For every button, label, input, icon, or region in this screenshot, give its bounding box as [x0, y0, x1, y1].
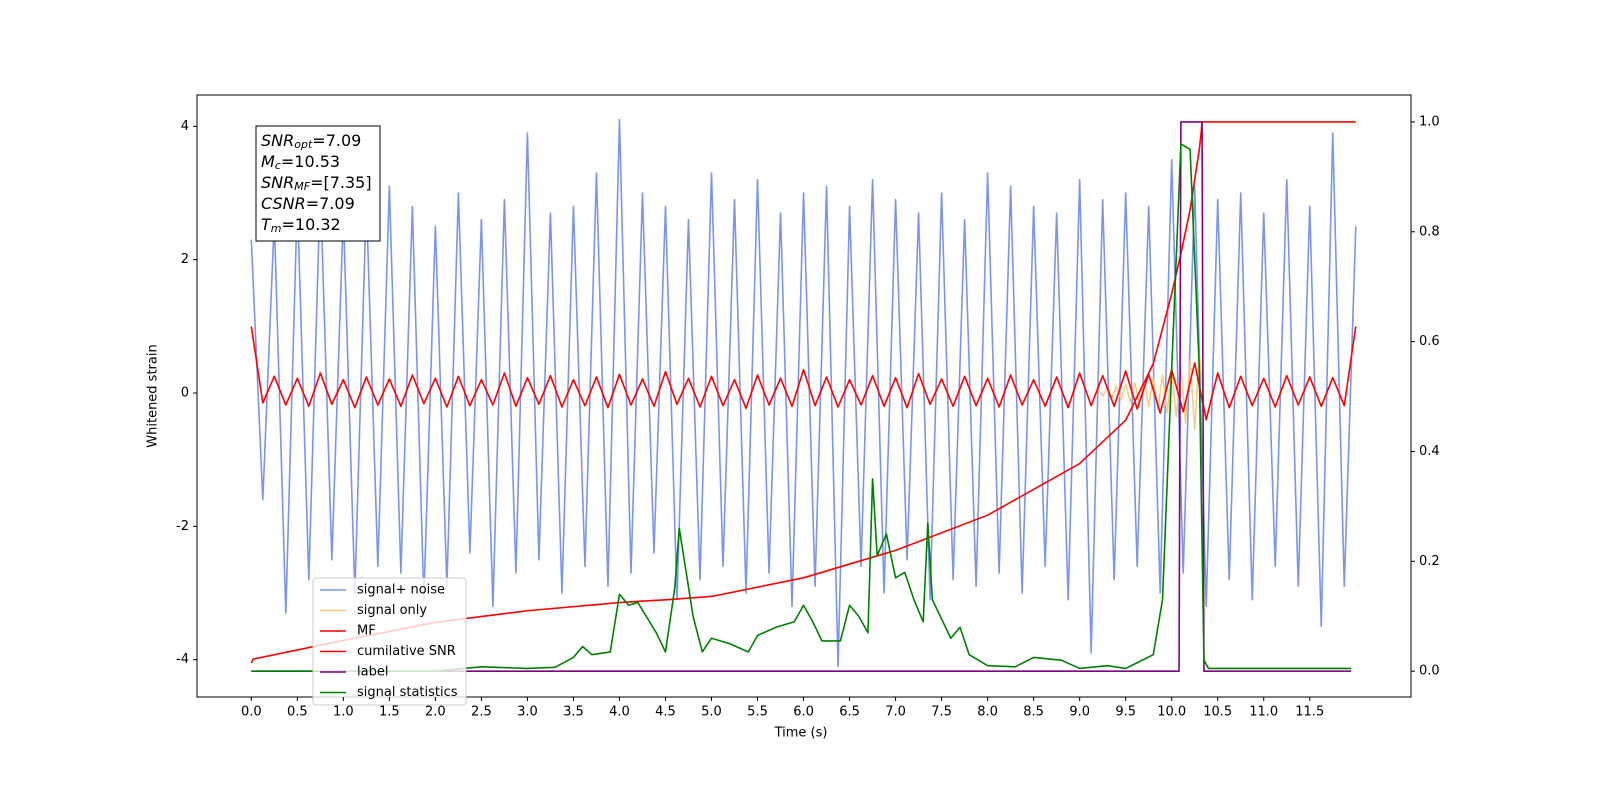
x-tick-label: 10.0: [1157, 705, 1186, 720]
x-tick-label: 2.5: [471, 705, 492, 720]
stats-symbol: SNR: [261, 131, 294, 150]
y-tick-label: 4: [181, 119, 189, 134]
x-tick-label: 6.0: [793, 705, 814, 720]
x-tick-label: 4.5: [655, 705, 676, 720]
stats-symbol: M: [261, 152, 275, 171]
stats-symbol: T: [261, 215, 272, 234]
x-tick-label: 3.0: [517, 705, 538, 720]
y-tick-label: -4: [176, 652, 189, 667]
y2-tick-label: 1.0: [1419, 114, 1440, 129]
stats-text: SNRopt=7.09Mc=10.53SNRMF=[7.35]CSNR=7.09…: [261, 131, 372, 236]
legend-label: signal+ noise: [357, 583, 445, 598]
y-tick-label: -2: [176, 519, 189, 534]
series-line: [251, 121, 1352, 672]
x-tick-label: 4.0: [609, 705, 630, 720]
x-tick-label: 2.0: [425, 705, 446, 720]
x-tick-label: 7.0: [885, 705, 906, 720]
stats-subscript: MF: [294, 180, 310, 193]
x-tick-label: 9.5: [1115, 705, 1136, 720]
x-tick-label: 11.5: [1295, 705, 1324, 720]
series-line: [1097, 352, 1205, 431]
legend-label: cumilative SNR: [357, 644, 456, 659]
stats-line: SNRMF=[7.35]: [261, 173, 372, 194]
stats-box: [255, 125, 381, 242]
x-tick-label: 8.5: [1023, 705, 1044, 720]
x-axis-label: Time (s): [774, 726, 828, 741]
legend-box: [312, 577, 467, 706]
stats-value: =7.09: [306, 194, 355, 213]
x-tick-label: 1.0: [333, 705, 354, 720]
x-tick-label: 3.5: [563, 705, 584, 720]
stats-line: SNRopt=7.09: [261, 131, 361, 152]
stats-value: =7.09: [312, 131, 361, 150]
x-tick-label: 5.0: [701, 705, 722, 720]
y2-tick-label: 0.4: [1419, 444, 1440, 459]
y2-tick-label: 0.6: [1419, 334, 1440, 349]
stats-value: =[7.35]: [310, 173, 372, 192]
x-tick-label: 8.0: [977, 705, 998, 720]
y-tick-label: 2: [181, 252, 189, 267]
y2-tick-label: 0.2: [1419, 554, 1440, 569]
x-tick-label: 0.0: [241, 705, 262, 720]
stats-subscript: opt: [294, 138, 313, 151]
legend: signal+ noise signal only MF cumilative SNR…: [312, 577, 467, 706]
legend-label: label: [357, 665, 388, 680]
stats-line: Tm=10.32: [261, 215, 341, 236]
stats-line: CSNR=7.09: [261, 194, 355, 213]
series-line: [251, 143, 1352, 672]
x-tick-label: 11.0: [1249, 705, 1278, 720]
y2-tick-label: 0.0: [1419, 664, 1440, 679]
x-tick-label: 7.5: [931, 705, 952, 720]
series-line: [250, 118, 1357, 668]
y-tick-label: 0: [181, 386, 189, 401]
y-axis-label: Whitened strain: [146, 344, 161, 447]
x-tick-label: 1.5: [379, 705, 400, 720]
x-tick-label: 5.5: [747, 705, 768, 720]
stats-symbol: SNR: [261, 173, 294, 192]
x-tick-label: 9.0: [1069, 705, 1090, 720]
x-tick-label: 10.5: [1203, 705, 1232, 720]
x-tick-label: 0.5: [287, 705, 308, 720]
legend-label: MF: [357, 624, 376, 639]
stats-subscript: m: [271, 222, 282, 235]
stats-value: =10.53: [281, 152, 340, 171]
stats-symbol: CSNR: [261, 194, 306, 213]
x-tick-label: 6.5: [839, 705, 860, 720]
y2-tick-label: 0.8: [1419, 224, 1440, 239]
legend-label: signal statistics: [357, 685, 458, 700]
stats-value: =10.32: [282, 215, 341, 234]
stats-subscript: c: [275, 159, 281, 172]
legend-label: signal only: [357, 603, 427, 618]
axes: 0.0 0.5 1.0 1.5 2.0 2.5 3.0 3.5 4.0 4.5 5.0 5.5 6.0 6…: [176, 114, 1440, 719]
stats-line: Mc=10.53: [261, 152, 340, 173]
